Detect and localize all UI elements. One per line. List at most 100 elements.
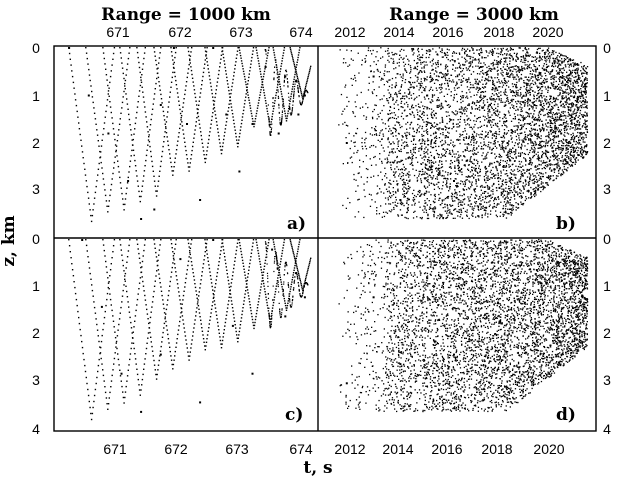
arrival-point	[584, 89, 586, 91]
arrival-point	[514, 153, 516, 156]
ray-point	[136, 111, 138, 114]
arrival-point	[564, 55, 566, 57]
panel-a	[68, 47, 312, 223]
arrival-point	[531, 195, 533, 198]
arrival-point	[490, 142, 492, 144]
arrival-point	[579, 139, 581, 141]
arrival-point	[545, 153, 547, 156]
arrival-point	[475, 201, 478, 203]
arrival-point	[435, 161, 437, 163]
arrival-point	[486, 118, 488, 120]
arrival-point	[523, 141, 525, 143]
arrival-point	[565, 89, 567, 91]
arrival-point	[452, 122, 454, 125]
ray-point	[190, 51, 192, 53]
arrival-point	[503, 135, 505, 138]
arrival-point	[528, 108, 530, 111]
arrival-point	[546, 70, 548, 72]
ray-point	[240, 122, 243, 125]
arrival-point	[368, 193, 371, 195]
arrival-point	[524, 199, 526, 202]
arrival-point	[556, 118, 558, 121]
arrival-point	[548, 104, 551, 106]
arrival-point	[412, 49, 414, 51]
arrival-point	[444, 126, 447, 128]
ray-point	[170, 81, 173, 83]
ray-point	[175, 47, 177, 49]
arrival-point	[509, 69, 512, 71]
arrival-point	[569, 153, 571, 155]
arrival-point	[501, 143, 503, 145]
arrival-point	[453, 52, 456, 54]
arrival-point	[571, 72, 573, 74]
arrival-point	[579, 128, 582, 130]
arrival-point	[497, 61, 500, 63]
arrival-point	[463, 189, 465, 191]
arrival-point	[541, 100, 543, 102]
arrival-point	[424, 166, 426, 168]
arrival-point	[523, 124, 525, 126]
ray-point	[262, 86, 264, 89]
arrival-point	[512, 91, 515, 93]
arrival-point	[437, 215, 439, 217]
arrival-point	[502, 54, 504, 56]
arrival-point	[544, 100, 547, 103]
arrival-point	[552, 135, 554, 137]
arrival-point	[475, 180, 477, 182]
arrival-point	[402, 75, 404, 77]
ray-point	[276, 69, 278, 71]
arrival-point	[579, 106, 581, 108]
arrival-point	[487, 188, 489, 190]
arrival-point	[479, 73, 481, 75]
ray-point	[152, 170, 154, 172]
arrival-point	[507, 188, 510, 190]
ray-point	[113, 167, 115, 169]
arrival-point	[411, 204, 413, 206]
ray-point	[272, 107, 275, 110]
arrival-point	[434, 193, 436, 196]
arrival-point	[552, 51, 554, 53]
arrival-point	[446, 205, 449, 207]
arrival-point	[478, 87, 480, 89]
ray-point	[289, 106, 291, 108]
ray-point	[212, 99, 214, 102]
arrival-point	[519, 119, 522, 121]
arrival-point	[531, 135, 533, 137]
arrival-point	[471, 108, 473, 110]
ray-point	[201, 142, 204, 144]
ray-point	[210, 119, 213, 121]
arrival-point	[555, 61, 557, 63]
arrival-point	[426, 128, 428, 130]
arrival-point	[431, 99, 433, 101]
arrival-point	[579, 152, 582, 154]
arrival-point	[414, 202, 416, 204]
ray-point	[294, 73, 296, 76]
ray-point	[226, 114, 229, 116]
arrival-point	[581, 115, 584, 118]
arrival-point	[575, 125, 577, 127]
arrival-point	[526, 148, 528, 151]
arrival-point	[482, 148, 485, 150]
arrival-point	[435, 79, 437, 81]
arrival-point	[551, 69, 554, 71]
arrival-point	[423, 205, 425, 207]
arrival-point	[566, 120, 568, 122]
arrival-point	[583, 91, 585, 93]
arrival-point	[460, 208, 462, 210]
arrival-point	[407, 199, 409, 201]
arrival-point	[430, 134, 432, 137]
arrival-point	[522, 182, 524, 184]
arrival-point	[505, 49, 507, 51]
arrival-point	[476, 107, 478, 110]
ray-point	[293, 76, 296, 78]
arrival-point	[537, 188, 539, 190]
arrival-point	[441, 153, 443, 155]
arrival-point	[580, 70, 582, 72]
arrival-point	[528, 115, 530, 117]
arrival-point	[577, 89, 580, 91]
arrival-point	[517, 183, 519, 186]
ray-point	[231, 113, 234, 115]
arrival-point	[410, 86, 412, 88]
arrival-point	[441, 175, 443, 177]
arrival-point	[542, 173, 544, 175]
